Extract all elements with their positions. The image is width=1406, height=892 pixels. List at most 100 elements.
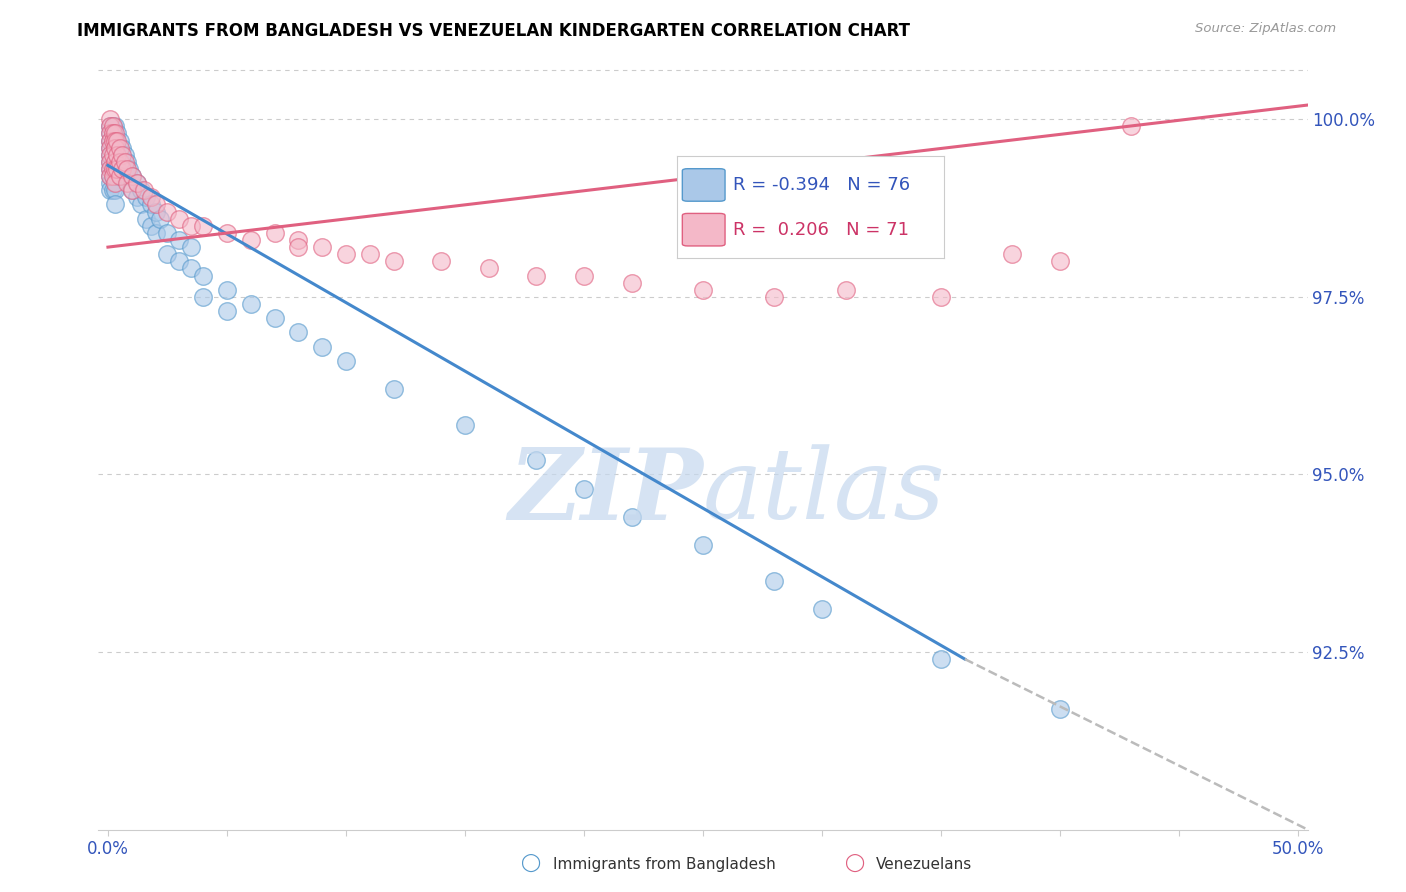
Point <box>129 183 152 197</box>
Point <box>263 311 285 326</box>
Point <box>239 233 262 247</box>
Point <box>111 161 134 176</box>
Point <box>287 233 309 247</box>
Text: ◯: ◯ <box>520 855 540 872</box>
Point <box>101 161 124 176</box>
Point <box>215 283 238 297</box>
Point <box>145 204 167 219</box>
Point <box>98 169 121 183</box>
Point <box>311 340 333 354</box>
Point <box>101 154 124 169</box>
Point <box>139 190 162 204</box>
Point <box>121 183 143 197</box>
Text: Venezuelans: Venezuelans <box>876 857 972 872</box>
Point <box>114 148 136 162</box>
Point <box>129 197 152 211</box>
Point <box>763 574 786 588</box>
Point <box>115 176 138 190</box>
Point <box>239 297 262 311</box>
Point <box>101 120 124 134</box>
Point <box>145 197 167 211</box>
Point <box>98 169 121 183</box>
Point <box>115 154 138 169</box>
Point <box>108 161 131 176</box>
Point <box>108 134 131 148</box>
Point <box>104 154 127 169</box>
Point <box>135 211 157 226</box>
Point <box>107 161 129 176</box>
Text: IMMIGRANTS FROM BANGLADESH VS VENEZUELAN KINDERGARTEN CORRELATION CHART: IMMIGRANTS FROM BANGLADESH VS VENEZUELAN… <box>77 22 910 40</box>
Point <box>98 120 121 134</box>
Text: Source: ZipAtlas.com: Source: ZipAtlas.com <box>1195 22 1336 36</box>
FancyBboxPatch shape <box>682 213 725 246</box>
Point <box>121 183 143 197</box>
Point <box>115 161 138 176</box>
Point <box>104 127 127 141</box>
Point <box>145 226 167 240</box>
Point <box>101 127 124 141</box>
Point <box>104 134 127 148</box>
Point <box>430 254 453 268</box>
Point <box>104 141 127 155</box>
Point <box>811 602 834 616</box>
Point <box>929 652 952 666</box>
Point <box>104 169 127 183</box>
Point <box>101 134 124 148</box>
Point <box>156 204 179 219</box>
Point <box>108 169 131 183</box>
Text: atlas: atlas <box>703 444 946 540</box>
Point <box>101 141 124 155</box>
Point <box>104 197 127 211</box>
Point <box>98 134 121 148</box>
Point <box>98 176 121 190</box>
Point <box>108 141 131 155</box>
Point <box>98 112 121 127</box>
Point <box>135 190 157 204</box>
Point <box>98 161 121 176</box>
Point <box>115 169 138 183</box>
Text: Immigrants from Bangladesh: Immigrants from Bangladesh <box>553 857 775 872</box>
Point <box>107 134 129 148</box>
Point <box>118 161 141 176</box>
Point <box>132 183 155 197</box>
Point <box>101 127 124 141</box>
Text: ZIP: ZIP <box>508 444 703 541</box>
Point <box>114 161 136 176</box>
Point <box>692 283 714 297</box>
Point <box>125 176 148 190</box>
Point <box>121 169 143 183</box>
Point <box>98 127 121 141</box>
Point <box>104 154 127 169</box>
Point <box>524 268 547 283</box>
Point <box>215 226 238 240</box>
Point <box>107 127 129 141</box>
Point <box>524 453 547 467</box>
Point <box>382 382 405 396</box>
Point <box>107 141 129 155</box>
Point <box>104 183 127 197</box>
Point <box>98 154 121 169</box>
Point <box>101 148 124 162</box>
Point <box>263 226 285 240</box>
Text: ◯: ◯ <box>844 855 863 872</box>
Point <box>101 169 124 183</box>
Point <box>108 154 131 169</box>
Text: R =  0.206   N = 71: R = 0.206 N = 71 <box>733 220 910 239</box>
Point <box>572 482 595 496</box>
Point <box>692 538 714 552</box>
Point <box>104 120 127 134</box>
Point <box>98 148 121 162</box>
Point <box>180 240 202 254</box>
Point <box>929 290 952 304</box>
Point <box>835 283 858 297</box>
Point <box>108 148 131 162</box>
Point <box>107 148 129 162</box>
Point <box>191 219 214 233</box>
Point <box>101 169 124 183</box>
Point <box>156 226 179 240</box>
Point <box>191 268 214 283</box>
Point <box>98 183 121 197</box>
Point <box>1049 254 1071 268</box>
Point <box>287 240 309 254</box>
Point <box>111 148 134 162</box>
